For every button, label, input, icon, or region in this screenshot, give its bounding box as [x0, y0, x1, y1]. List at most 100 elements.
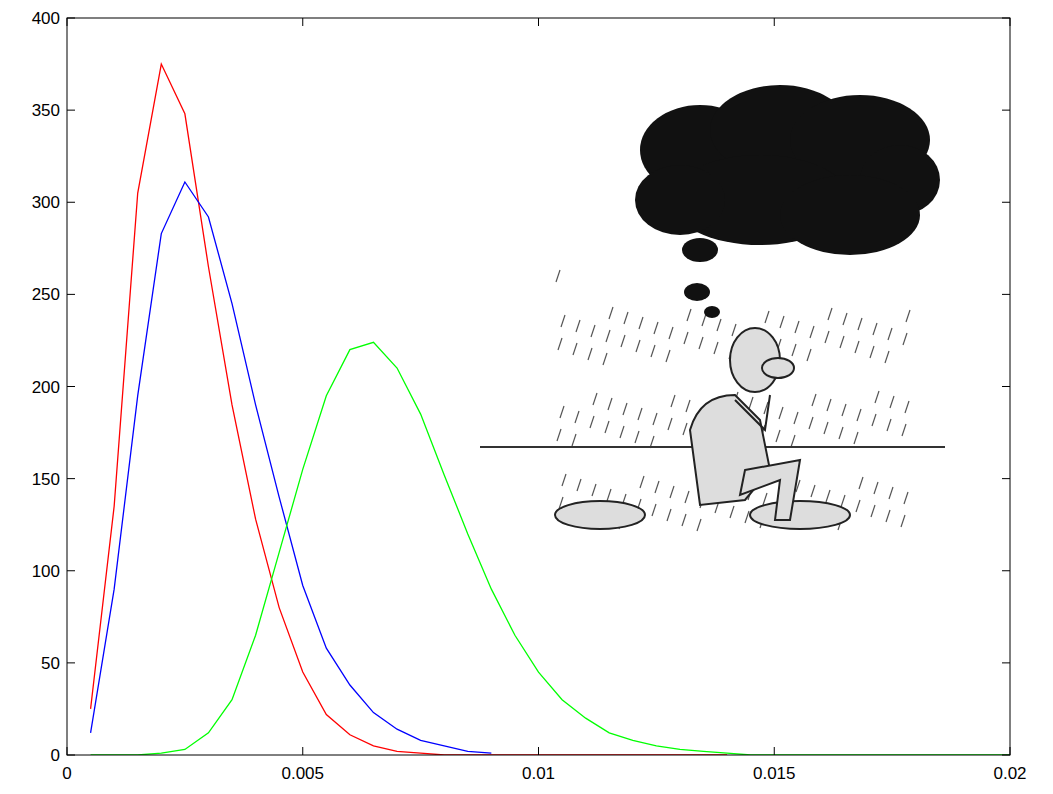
raindrop — [684, 332, 688, 344]
raindrop — [825, 331, 829, 343]
raindrop — [667, 509, 671, 521]
raindrop — [904, 492, 908, 504]
raindrop — [791, 435, 795, 447]
raindrop — [588, 348, 592, 360]
raindrop — [843, 313, 847, 325]
raindrop — [697, 519, 701, 531]
raindrop — [573, 343, 577, 355]
y-tick — [1002, 18, 1010, 19]
y-tick — [67, 202, 75, 203]
raindrop — [562, 474, 566, 486]
raindrop — [560, 406, 564, 418]
raindrop — [792, 344, 796, 356]
y-tick — [1002, 110, 1010, 111]
raindrop — [807, 349, 811, 361]
raindrop — [794, 412, 798, 424]
raindrop — [906, 310, 910, 322]
series-line — [91, 182, 492, 753]
raindrop — [717, 319, 721, 331]
raindrop — [855, 341, 859, 353]
raindrop — [603, 353, 607, 365]
raindrop — [605, 421, 609, 433]
y-tick — [1002, 294, 1010, 295]
raindrop — [730, 506, 734, 518]
raindrop — [890, 396, 894, 408]
raindrop — [886, 510, 890, 522]
x-tick — [1010, 747, 1011, 755]
y-tick — [1002, 386, 1010, 387]
raindrop — [635, 431, 639, 443]
y-tick — [67, 110, 75, 111]
raindrop — [608, 398, 612, 410]
raindrop — [871, 505, 875, 517]
raindrop — [670, 486, 674, 498]
raindrop — [668, 418, 672, 430]
y-tick-label: 250 — [32, 285, 60, 304]
raindrop — [859, 477, 863, 489]
raindrop — [621, 335, 625, 347]
x-tick-label: 0.02 — [993, 764, 1026, 783]
y-tick-label: 150 — [32, 470, 60, 489]
man — [555, 328, 850, 529]
raindrop — [686, 400, 690, 412]
raindrop — [606, 330, 610, 342]
raindrop — [810, 326, 814, 338]
cloud-part — [780, 175, 920, 255]
raindrop — [812, 394, 816, 406]
legs — [740, 460, 800, 520]
raindrop — [687, 309, 691, 321]
raindrop — [561, 315, 565, 327]
raindrop — [636, 340, 640, 352]
raindrop — [638, 408, 642, 420]
x-tick — [538, 18, 539, 26]
x-tick-label: 0.015 — [753, 764, 796, 783]
raindrop — [873, 323, 877, 335]
raindrop — [745, 511, 749, 523]
x-tick — [1010, 18, 1011, 26]
y-tick — [67, 478, 75, 479]
raindrop — [639, 317, 643, 329]
raindrop — [826, 490, 830, 502]
cloud-part — [635, 165, 725, 235]
rock — [555, 501, 645, 529]
y-tick-label: 50 — [41, 654, 60, 673]
raindrop — [874, 482, 878, 494]
y-tick — [1002, 570, 1010, 571]
raindrop — [592, 484, 596, 496]
cartoon — [480, 85, 945, 531]
y-tick — [1002, 202, 1010, 203]
raindrop — [858, 318, 862, 330]
raindrop — [655, 481, 659, 493]
y-tick-label: 350 — [32, 101, 60, 120]
raindrop — [795, 321, 799, 333]
raindrop — [870, 346, 874, 358]
raindrop — [654, 322, 658, 334]
raindrop — [576, 320, 580, 332]
raindrop — [905, 401, 909, 413]
raindrop — [702, 314, 706, 326]
raindrop — [714, 342, 718, 354]
x-tick — [67, 18, 68, 26]
thought-bubble — [704, 306, 720, 318]
raindrop — [828, 308, 832, 320]
x-tick — [302, 18, 303, 26]
rock — [750, 501, 850, 529]
raindrop — [572, 434, 576, 446]
arm — [735, 395, 770, 430]
raindrop — [780, 316, 784, 328]
raindrop — [669, 327, 673, 339]
raindrop — [558, 338, 562, 350]
y-tick-label: 100 — [32, 562, 60, 581]
raindrop — [839, 427, 843, 439]
raindrop — [685, 491, 689, 503]
thought-bubble — [682, 238, 718, 262]
raindrop — [779, 407, 783, 419]
raindrop — [888, 328, 892, 340]
raindrop — [575, 411, 579, 423]
raindrop — [651, 345, 655, 357]
raindrop — [623, 403, 627, 415]
y-tick — [1002, 662, 1010, 663]
series-line — [91, 342, 1010, 755]
raindrop — [620, 426, 624, 438]
x-tick-label: 0 — [62, 764, 71, 783]
